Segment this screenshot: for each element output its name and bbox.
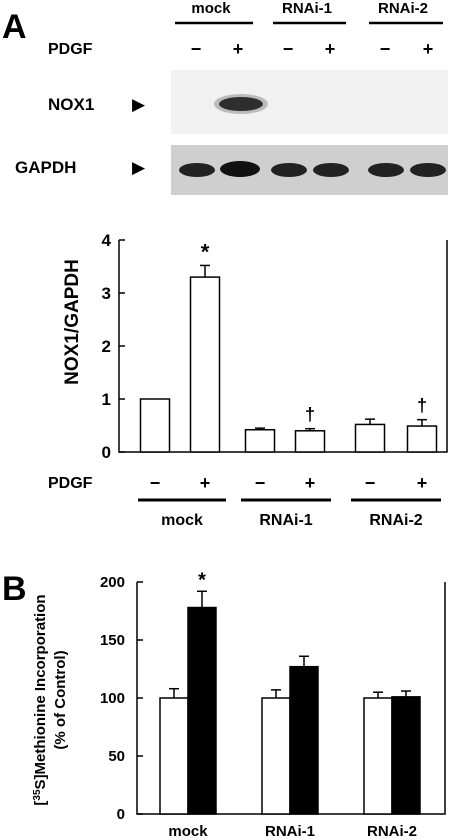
chart-a-ytick-label: 4 — [102, 231, 112, 250]
chart-a-annotation: † — [305, 405, 315, 425]
chart-a-bar — [139, 398, 171, 453]
chart-a-group-label: RNAi-2 — [369, 512, 422, 529]
chart-a: NOX1/GAPDH 0 1 2 3 4 * † † PDGF − + − + − + mock RNAi-1 R… — [48, 231, 448, 529]
blot-row-label-nox1: NOX1 — [48, 95, 94, 114]
chart-a-bar — [294, 430, 326, 453]
blot-pdgf-sign-3: − — [283, 39, 294, 59]
chart-b: [35S]Methionine Incorporation (% of Cont… — [32, 569, 446, 840]
nox1-blot-strip — [171, 70, 448, 134]
chart-a-bar — [354, 423, 386, 453]
chart-b-category-label: RNAi-2 — [367, 823, 417, 840]
panel-b-letter: B — [2, 570, 27, 608]
blot-pdgf-sign-6: + — [423, 39, 434, 59]
chart-b-ytick-label: 150 — [100, 632, 125, 649]
nox1-arrow-icon: ▶ — [132, 95, 146, 114]
chart-a-ylabel: NOX1/GAPDH — [62, 259, 83, 385]
blot-group-label-mock: mock — [191, 0, 231, 17]
chart-b-bar — [391, 696, 421, 815]
chart-b-bar — [363, 697, 393, 815]
chart-a-ytick-label: 3 — [102, 284, 111, 303]
chart-a-pdgf-sign: − — [365, 473, 376, 493]
chart-b-ytick-label: 50 — [108, 748, 125, 765]
chart-b-ylabel-2: (% of Control) — [52, 650, 69, 749]
chart-a-annotation: * — [201, 239, 210, 264]
chart-b-bar — [289, 665, 319, 815]
gapdh-arrow-icon: ▶ — [132, 158, 146, 177]
chart-b-ytick-label: 0 — [117, 806, 125, 823]
nox1-band — [219, 97, 263, 111]
chart-b-ytick-label: 200 — [100, 574, 125, 591]
gapdh-bands — [179, 161, 446, 177]
blot-group-label-rnai-1: RNAi-1 — [282, 0, 332, 17]
chart-b-category-label: RNAi-1 — [265, 823, 315, 840]
blot-pdgf-sign-1: − — [191, 39, 202, 59]
chart-a-ytick-label: 0 — [102, 443, 111, 462]
chart-b-ylabel: [35S]Methionine Incorporation — [32, 594, 50, 805]
chart-a-pdgf-sign: + — [305, 473, 316, 493]
chart-b-annotation: * — [198, 569, 206, 591]
chart-b-bar — [261, 697, 291, 815]
chart-a-pdgf-sign: − — [150, 473, 161, 493]
chart-a-bar — [189, 276, 221, 453]
chart-b-category-label: mock — [168, 823, 208, 840]
chart-a-pdgf-sign: + — [417, 473, 428, 493]
blot-pdgf-label: PDGF — [48, 41, 93, 58]
chart-a-bar — [406, 425, 438, 453]
blot-pdgf-sign-2: + — [233, 39, 244, 59]
chart-a-group-label: mock — [161, 512, 203, 529]
chart-b-bar — [187, 606, 217, 815]
chart-a-pdgf-sign: + — [200, 473, 211, 493]
chart-a-ytick-label: 1 — [102, 390, 111, 409]
chart-a-annotation: † — [417, 396, 427, 416]
chart-a-pdgf-sign: − — [255, 473, 266, 493]
chart-a-pdgf-label: PDGF — [48, 475, 93, 492]
nox1-band-halo — [214, 94, 268, 114]
chart-a-ytick-label: 2 — [102, 337, 111, 356]
chart-a-group-label: RNAi-1 — [259, 512, 312, 529]
blot-pdgf-sign-4: + — [325, 39, 336, 59]
chart-b-ytick-label: 100 — [100, 690, 125, 707]
blot-group-label-rnai-2: RNAi-2 — [378, 0, 428, 17]
blot-pdgf-sign-5: − — [380, 39, 391, 59]
panel-a-letter: A — [2, 8, 27, 46]
chart-b-bar — [159, 697, 189, 815]
chart-a-bar — [244, 428, 276, 453]
blot-row-label-gapdh: GAPDH — [15, 158, 76, 177]
